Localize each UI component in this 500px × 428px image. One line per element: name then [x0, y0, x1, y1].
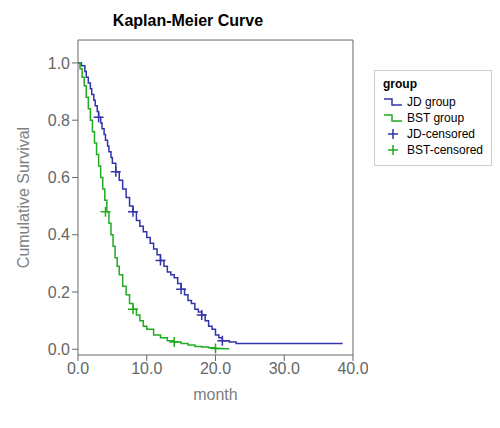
- svg-text:Cumulative Survival: Cumulative Survival: [15, 127, 32, 268]
- svg-text:10.0: 10.0: [131, 360, 162, 377]
- svg-text:1.0: 1.0: [48, 55, 70, 72]
- svg-text:0.2: 0.2: [48, 284, 70, 301]
- html-text:JD-censored: JD-censored: [407, 127, 475, 141]
- svg-text:0.4: 0.4: [48, 226, 70, 243]
- svg-text:30.0: 30.0: [269, 360, 300, 377]
- html-text:JD group: JD group: [407, 95, 456, 109]
- svg-text:20.0: 20.0: [200, 360, 231, 377]
- html-text:BST-censored: BST-censored: [407, 143, 483, 157]
- svg-text:0.0: 0.0: [67, 360, 89, 377]
- svg-text:0.6: 0.6: [48, 169, 70, 186]
- html-text:group: group: [383, 77, 417, 91]
- html-text:Kaplan-Meier Curve: Kaplan-Meier Curve: [112, 12, 264, 29]
- svg-text:month: month: [193, 386, 237, 403]
- svg-text:0.8: 0.8: [48, 112, 70, 129]
- svg-text:40.0: 40.0: [337, 360, 368, 377]
- svg-text:0.0: 0.0: [48, 341, 70, 358]
- html-text:BST group: BST group: [407, 111, 465, 125]
